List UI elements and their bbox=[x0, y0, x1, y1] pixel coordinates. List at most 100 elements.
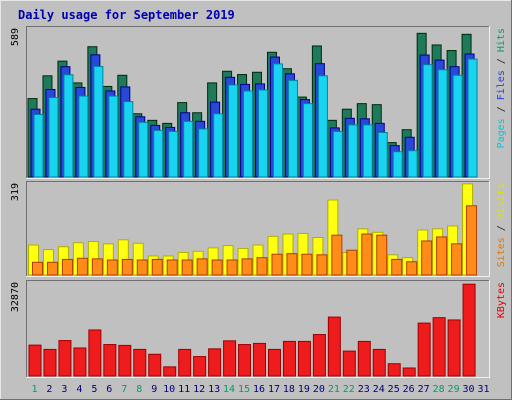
bar-kbytes-day-4 bbox=[73, 347, 87, 377]
legend-entry: / bbox=[496, 52, 507, 70]
bar-sites-day-22 bbox=[346, 249, 358, 276]
bar-kbytes-day-12 bbox=[193, 356, 207, 377]
x-tick-label: 15 bbox=[238, 384, 250, 395]
bar-sites-day-30 bbox=[466, 205, 478, 276]
x-tick-label: 11 bbox=[178, 384, 190, 395]
legend: Sites / Visits bbox=[496, 183, 507, 267]
legend-entry: KBytes bbox=[496, 282, 507, 318]
bar-kbytes-day-2 bbox=[43, 348, 57, 377]
bar-pages-day-15 bbox=[243, 90, 254, 178]
bar-sites-day-5 bbox=[91, 258, 103, 276]
bar-pages-day-24 bbox=[377, 131, 388, 178]
visits-panel: 319 Sites / Visits bbox=[10, 181, 507, 277]
bar-kbytes-day-14 bbox=[223, 340, 237, 377]
x-tick-label: 4 bbox=[76, 384, 82, 395]
x-axis-day-labels: 1 2 3 4 5 6 7 8 9 10 11 12 13 14 15 16 17 18 19 20 21 22 23 24 2… bbox=[31, 384, 489, 395]
bar-pages-day-11 bbox=[183, 120, 194, 178]
bar-kbytes-day-17 bbox=[267, 348, 281, 377]
bar-pages-day-22 bbox=[347, 124, 358, 178]
bar-sites-day-19 bbox=[301, 253, 313, 276]
x-tick-label: 12 bbox=[193, 384, 205, 395]
chart-panels: 589 Pages / Files / Hits 319 Sites / Visits… bbox=[10, 26, 507, 378]
hits-panel: 589 Pages / Files / Hits bbox=[10, 26, 507, 179]
bar-sites-day-10 bbox=[166, 259, 178, 276]
bar-kbytes-day-20 bbox=[312, 334, 326, 377]
bar-kbytes-day-26 bbox=[402, 367, 416, 377]
bar-kbytes-day-27 bbox=[417, 322, 431, 377]
bar-sites-day-13 bbox=[211, 259, 223, 276]
bar-pages-day-25 bbox=[392, 151, 403, 178]
legend-entry: Sites bbox=[496, 237, 507, 267]
bar-kbytes-day-10 bbox=[163, 366, 177, 377]
bar-pages-day-16 bbox=[258, 89, 269, 178]
bar-kbytes-day-19 bbox=[297, 340, 311, 377]
bar-pages-day-1 bbox=[33, 114, 44, 178]
legend-entry: / bbox=[496, 219, 507, 237]
x-tick-label: 1 bbox=[31, 384, 37, 395]
x-tick-label: 7 bbox=[121, 384, 127, 395]
x-tick-label: 21 bbox=[328, 384, 340, 395]
bar-kbytes-day-11 bbox=[178, 348, 192, 377]
legend-entry: Visits bbox=[496, 183, 507, 219]
bar-sites-day-17 bbox=[271, 253, 283, 276]
bar-sites-day-4 bbox=[76, 257, 88, 276]
bar-pages-day-14 bbox=[228, 84, 239, 178]
kbytes-panel: 32870 KBytes bbox=[10, 280, 507, 378]
bar-pages-day-21 bbox=[332, 130, 343, 178]
bar-sites-day-12 bbox=[196, 258, 208, 276]
bar-pages-day-23 bbox=[362, 124, 373, 178]
bar-kbytes-day-22 bbox=[342, 350, 356, 377]
x-tick-label: 26 bbox=[403, 384, 415, 395]
x-tick-label: 25 bbox=[388, 384, 400, 395]
bar-sites-day-9 bbox=[151, 258, 163, 276]
bar-pages-day-12 bbox=[198, 128, 209, 178]
bar-sites-day-25 bbox=[391, 258, 403, 276]
bar-pages-day-18 bbox=[287, 79, 298, 178]
bar-sites-day-16 bbox=[256, 257, 268, 276]
bar-sites-day-1 bbox=[32, 261, 43, 276]
x-tick-label: 23 bbox=[358, 384, 370, 395]
bar-pages-day-30 bbox=[467, 58, 478, 178]
bar-kbytes-day-23 bbox=[357, 340, 371, 377]
legend-entry: / bbox=[496, 100, 507, 118]
bar-pages-day-3 bbox=[63, 74, 74, 178]
x-tick-label: 31 bbox=[477, 384, 489, 395]
legend: KBytes bbox=[496, 282, 507, 318]
bar-pages-day-8 bbox=[138, 121, 149, 178]
bar-sites-day-28 bbox=[436, 236, 448, 276]
x-tick-label: 30 bbox=[463, 384, 475, 395]
bar-sites-day-27 bbox=[421, 240, 433, 276]
x-tick-label: 27 bbox=[418, 384, 430, 395]
legend: Pages / Files / Hits bbox=[496, 28, 507, 148]
bar-pages-day-28 bbox=[437, 69, 448, 178]
bar-kbytes-day-1 bbox=[28, 344, 42, 377]
bar-kbytes-day-30 bbox=[462, 283, 476, 377]
bar-pages-day-19 bbox=[302, 103, 313, 178]
bar-kbytes-day-18 bbox=[282, 340, 296, 377]
bar-pages-day-7 bbox=[123, 101, 134, 178]
bar-sites-day-21 bbox=[331, 234, 343, 276]
bar-pages-day-29 bbox=[452, 74, 463, 178]
chart-title: Daily usage for September 2019 bbox=[18, 8, 235, 22]
bar-kbytes-day-21 bbox=[327, 316, 341, 377]
bar-kbytes-day-16 bbox=[253, 342, 267, 377]
bar-pages-day-2 bbox=[48, 97, 59, 178]
bar-pages-day-13 bbox=[213, 113, 224, 178]
x-tick-label: 28 bbox=[433, 384, 445, 395]
x-tick-label: 18 bbox=[283, 384, 295, 395]
y-max-label: 32870 bbox=[10, 282, 21, 312]
y-max-label: 319 bbox=[10, 183, 21, 201]
x-tick-label: 6 bbox=[106, 384, 112, 395]
x-tick-label: 2 bbox=[46, 384, 52, 395]
bar-sites-day-24 bbox=[376, 234, 388, 276]
bar-sites-day-8 bbox=[136, 259, 148, 276]
bar-sites-day-18 bbox=[286, 253, 298, 276]
x-tick-label: 16 bbox=[253, 384, 265, 395]
bar-kbytes-day-13 bbox=[208, 348, 222, 377]
bar-sites-day-11 bbox=[181, 259, 193, 276]
bar-sites-day-7 bbox=[121, 258, 133, 276]
bar-pages-day-4 bbox=[78, 95, 89, 178]
bar-sites-day-2 bbox=[46, 261, 58, 276]
bar-pages-day-10 bbox=[168, 130, 179, 178]
legend-entry: Files bbox=[496, 70, 507, 100]
